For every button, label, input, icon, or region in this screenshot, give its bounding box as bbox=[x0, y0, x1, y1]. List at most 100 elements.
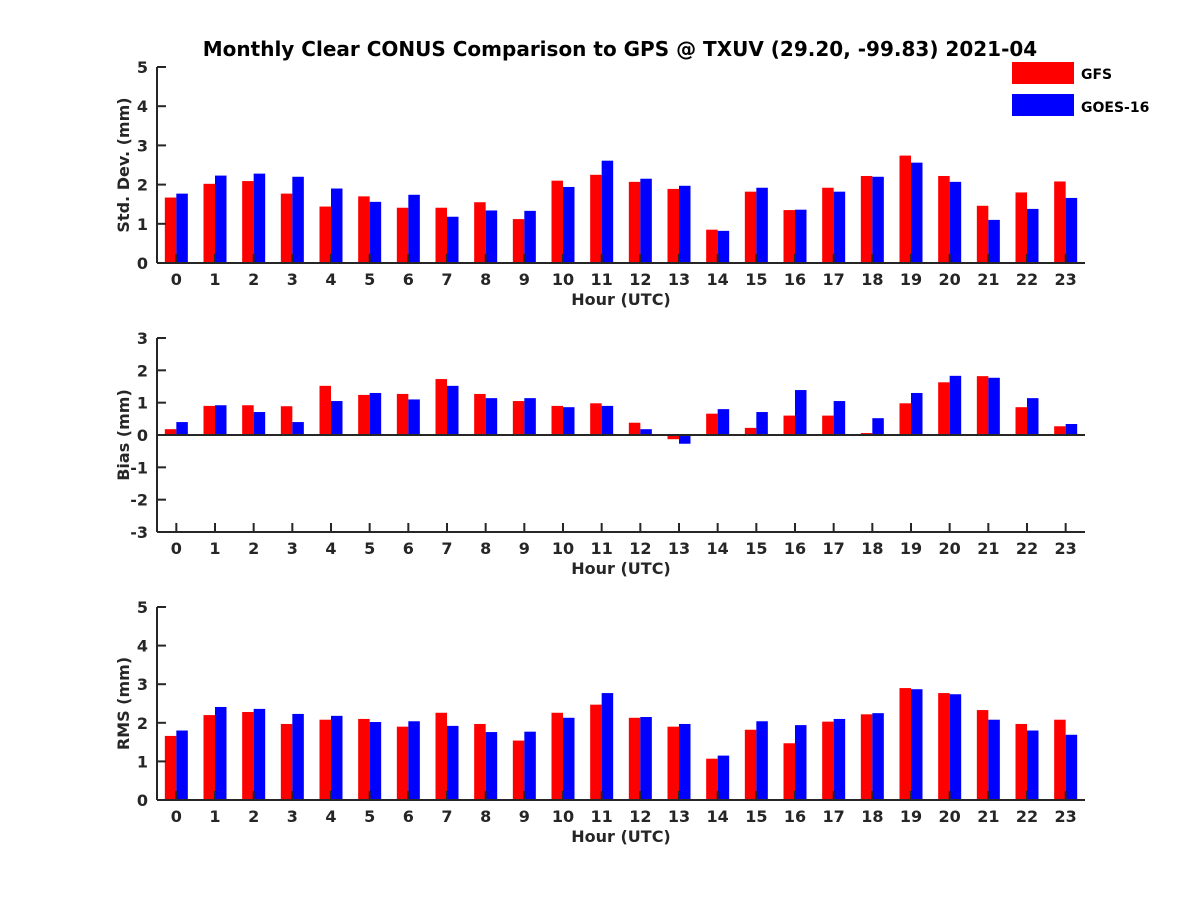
x-tick-label-bias: 23 bbox=[1055, 539, 1077, 558]
bar-std-gfs-14 bbox=[706, 229, 718, 263]
bar-bias-gfs-7 bbox=[435, 379, 447, 435]
x-tick-label-rms: 12 bbox=[629, 807, 651, 826]
bar-bias-gfs-5 bbox=[358, 394, 370, 435]
bar-std-gfs-18 bbox=[860, 175, 873, 263]
bar-rms-gfs-1 bbox=[203, 715, 215, 800]
bar-bias-gfs-14 bbox=[706, 413, 718, 435]
bar-rms-goes16-22 bbox=[1027, 730, 1039, 800]
bar-std-goes16-13 bbox=[679, 185, 691, 263]
bar-rms-gfs-8 bbox=[474, 723, 486, 800]
bar-std-gfs-5 bbox=[358, 196, 370, 263]
x-tick-label-std: 11 bbox=[591, 270, 613, 289]
bar-rms-gfs-18 bbox=[860, 714, 873, 800]
x-tick-label-rms: 6 bbox=[403, 807, 414, 826]
x-tick-label-bias: 13 bbox=[668, 539, 690, 558]
y-tick-label-std: 4 bbox=[137, 97, 148, 116]
bar-std-goes16-12 bbox=[640, 178, 652, 263]
bar-rms-goes16-7 bbox=[447, 725, 459, 800]
bar-bias-gfs-11 bbox=[590, 403, 602, 435]
x-tick-label-rms: 7 bbox=[441, 807, 452, 826]
bar-std-gfs-12 bbox=[628, 181, 641, 263]
bar-std-gfs-15 bbox=[744, 191, 757, 263]
y-tick-label-std: 3 bbox=[137, 136, 148, 155]
bar-bias-goes16-23 bbox=[1065, 424, 1078, 435]
bar-rms-gfs-22 bbox=[1015, 723, 1027, 800]
x-tick-label-rms: 14 bbox=[707, 807, 729, 826]
legend-label-goes16: GOES-16 bbox=[1081, 100, 1149, 116]
legend-swatch-gfs bbox=[1012, 62, 1074, 84]
x-tick-label-bias: 17 bbox=[823, 539, 845, 558]
y-tick-label-bias: 1 bbox=[137, 394, 148, 413]
bar-std-gfs-10 bbox=[551, 180, 563, 263]
bar-rms-goes16-19 bbox=[911, 689, 923, 800]
bar-bias-gfs-21 bbox=[976, 376, 989, 435]
x-tick-label-std: 2 bbox=[248, 270, 259, 289]
bar-std-goes16-17 bbox=[833, 191, 846, 263]
x-tick-label-rms: 2 bbox=[248, 807, 259, 826]
x-tick-label-rms: 18 bbox=[861, 807, 883, 826]
x-tick-label-bias: 22 bbox=[1016, 539, 1038, 558]
bar-rms-goes16-5 bbox=[369, 722, 382, 800]
bar-bias-goes16-2 bbox=[253, 412, 266, 435]
bar-std-gfs-21 bbox=[976, 205, 989, 263]
bar-rms-goes16-10 bbox=[563, 717, 575, 800]
x-tick-label-std: 1 bbox=[209, 270, 220, 289]
bar-bias-gfs-2 bbox=[242, 405, 254, 435]
x-tick-label-bias: 12 bbox=[629, 539, 651, 558]
bar-bias-goes16-12 bbox=[640, 429, 652, 435]
bar-rms-gfs-2 bbox=[242, 711, 254, 800]
x-tick-label-std: 4 bbox=[325, 270, 336, 289]
x-tick-label-std: 19 bbox=[900, 270, 922, 289]
bar-std-gfs-22 bbox=[1015, 192, 1027, 263]
bar-bias-gfs-23 bbox=[1054, 426, 1066, 435]
bar-std-gfs-4 bbox=[319, 206, 331, 263]
x-tick-label-rms: 19 bbox=[900, 807, 922, 826]
x-tick-label-bias: 8 bbox=[480, 539, 491, 558]
x-tick-label-bias: 14 bbox=[707, 539, 729, 558]
bar-std-goes16-16 bbox=[795, 209, 807, 263]
bar-bias-goes16-13 bbox=[679, 435, 691, 444]
x-tick-label-rms: 0 bbox=[171, 807, 182, 826]
bar-rms-gfs-5 bbox=[358, 718, 370, 800]
bar-rms-goes16-13 bbox=[679, 723, 691, 800]
bar-bias-goes16-4 bbox=[331, 401, 343, 435]
x-tick-label-bias: 7 bbox=[441, 539, 452, 558]
bar-bias-gfs-1 bbox=[203, 405, 215, 435]
bar-std-gfs-13 bbox=[667, 188, 679, 263]
bar-rms-goes16-11 bbox=[601, 693, 614, 800]
bar-rms-goes16-0 bbox=[176, 730, 188, 800]
bar-std-goes16-22 bbox=[1027, 208, 1039, 263]
bar-bias-goes16-3 bbox=[292, 422, 304, 435]
x-axis-label-rms: Hour (UTC) bbox=[571, 827, 671, 846]
x-axis-label-bias: Hour (UTC) bbox=[571, 559, 671, 578]
bar-rms-gfs-15 bbox=[744, 729, 757, 800]
bar-std-gfs-7 bbox=[435, 207, 447, 263]
bar-bias-gfs-8 bbox=[474, 393, 486, 435]
y-tick-label-rms: 0 bbox=[137, 791, 148, 810]
bar-bias-gfs-9 bbox=[512, 401, 525, 435]
bar-rms-goes16-1 bbox=[215, 706, 227, 800]
x-tick-label-bias: 3 bbox=[287, 539, 298, 558]
y-tick-label-std: 0 bbox=[137, 254, 148, 273]
x-tick-label-std: 20 bbox=[939, 270, 961, 289]
y-tick-label-bias: -3 bbox=[130, 523, 148, 542]
y-tick-label-bias: -2 bbox=[130, 491, 148, 510]
bar-bias-goes16-22 bbox=[1027, 398, 1039, 435]
bar-rms-goes16-9 bbox=[524, 731, 536, 800]
x-tick-label-bias: 0 bbox=[171, 539, 182, 558]
bar-std-goes16-7 bbox=[447, 216, 459, 263]
bar-bias-goes16-9 bbox=[524, 398, 536, 435]
bar-rms-goes16-15 bbox=[756, 721, 768, 800]
y-tick-label-std: 1 bbox=[137, 215, 148, 234]
bar-rms-goes16-23 bbox=[1065, 734, 1078, 800]
bar-bias-gfs-17 bbox=[822, 415, 834, 435]
bar-std-gfs-2 bbox=[242, 181, 254, 263]
bar-rms-gfs-0 bbox=[164, 735, 177, 800]
y-axis-label-rms: RMS (mm) bbox=[114, 657, 133, 750]
bar-std-gfs-9 bbox=[512, 219, 525, 263]
x-tick-label-rms: 22 bbox=[1016, 807, 1038, 826]
bar-std-gfs-17 bbox=[822, 187, 834, 263]
